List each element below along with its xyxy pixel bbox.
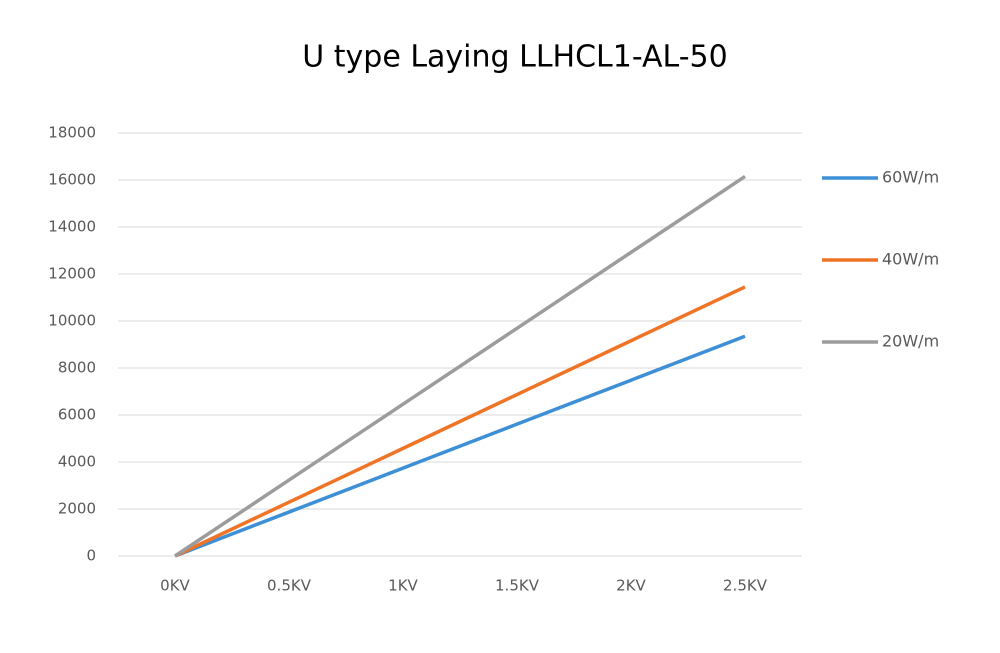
y-tick-label: 4000 xyxy=(58,453,96,471)
y-tick-label: 2000 xyxy=(58,500,96,518)
x-tick-label: 0.5KV xyxy=(267,577,312,595)
y-tick-label: 8000 xyxy=(58,359,96,377)
y-tick-label: 18000 xyxy=(48,124,96,142)
x-tick-label: 2.5KV xyxy=(723,577,768,595)
y-tick-label: 14000 xyxy=(48,218,96,236)
legend-label: 40W/m xyxy=(882,250,939,269)
y-tick-label: 0 xyxy=(86,547,96,565)
y-tick-label: 16000 xyxy=(48,171,96,189)
x-tick-label: 1KV xyxy=(388,577,418,595)
series-line xyxy=(174,285,746,558)
series-line xyxy=(174,175,746,558)
legend-label: 60W/m xyxy=(882,168,939,187)
y-tick-label: 6000 xyxy=(58,406,96,424)
y-tick-label: 10000 xyxy=(48,312,96,330)
x-tick-label: 1.5KV xyxy=(495,577,540,595)
y-tick-label: 12000 xyxy=(48,265,96,283)
chart-title: U type Laying LLHCL1-AL-50 xyxy=(302,40,727,75)
x-tick-label: 2KV xyxy=(616,577,646,595)
x-tick-label: 0KV xyxy=(160,577,190,595)
legend-label: 20W/m xyxy=(882,332,939,351)
series-line xyxy=(174,334,746,558)
